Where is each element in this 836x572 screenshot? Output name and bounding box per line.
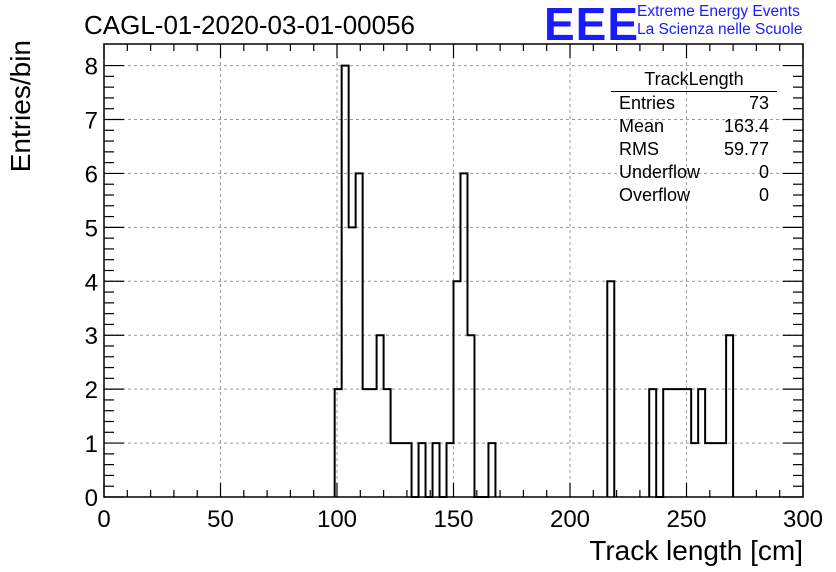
stats-label: Underflow [619,162,701,182]
x-tick-label: 100 [317,506,357,533]
axis-ticks: 0 50 100 150 200 250 300 0 1 2 3 4 5 6 7 8 [85,44,823,533]
stats-row: Overflow 0 [611,184,777,207]
stats-value: 0 [758,185,769,205]
eee-logo: EEE [544,0,640,50]
x-tick-label: 0 [97,506,110,533]
y-tick-label: 1 [85,431,98,458]
y-axis-label: Entries/bin [5,40,36,172]
project-line-2: La Scienza nelle Scuole [637,21,803,38]
y-tick-label: 7 [85,108,98,135]
project-line-1: Extreme Energy Events [637,3,800,20]
stats-value: 59.77 [723,139,769,159]
stats-rows: Entries 73 Mean 163.4 RMS 59.77 Underflow 0 Over… [611,92,777,207]
statistics-box: TrackLength Entries 73 Mean 163.4 RMS 59.77 Un… [611,69,777,207]
stats-row: Mean 163.4 [611,115,777,138]
y-tick-label: 4 [85,269,98,296]
x-tick-label: 200 [550,506,590,533]
stats-row: Underflow 0 [611,161,777,184]
stats-value: 0 [758,162,769,182]
y-tick-label: 2 [85,377,98,404]
x-tick-label: 300 [783,506,823,533]
stats-value: 73 [748,93,769,113]
y-tick-label: 6 [85,161,98,188]
stats-label: Overflow [619,185,691,205]
stats-label: Mean [619,116,665,136]
run-title: CAGL-01-2020-03-01-00056 [84,10,415,40]
stats-label: RMS [619,139,659,159]
x-tick-label: 50 [207,506,234,533]
y-tick-label: 3 [85,323,98,350]
x-tick-label: 250 [666,506,706,533]
stats-row: RMS 59.77 [611,138,777,161]
y-tick-label: 8 [85,54,98,81]
x-axis-label: Track length [cm] [589,535,803,566]
y-tick-label: 0 [85,485,98,512]
x-tick-label: 150 [433,506,473,533]
stats-label: Entries [619,93,676,113]
stats-row: Entries 73 [611,92,777,115]
stats-value: 163.4 [723,116,769,136]
stats-title: TrackLength [611,69,777,92]
project-name: Extreme Energy Events La Scienza nelle S… [637,3,802,39]
y-tick-label: 5 [85,215,98,242]
